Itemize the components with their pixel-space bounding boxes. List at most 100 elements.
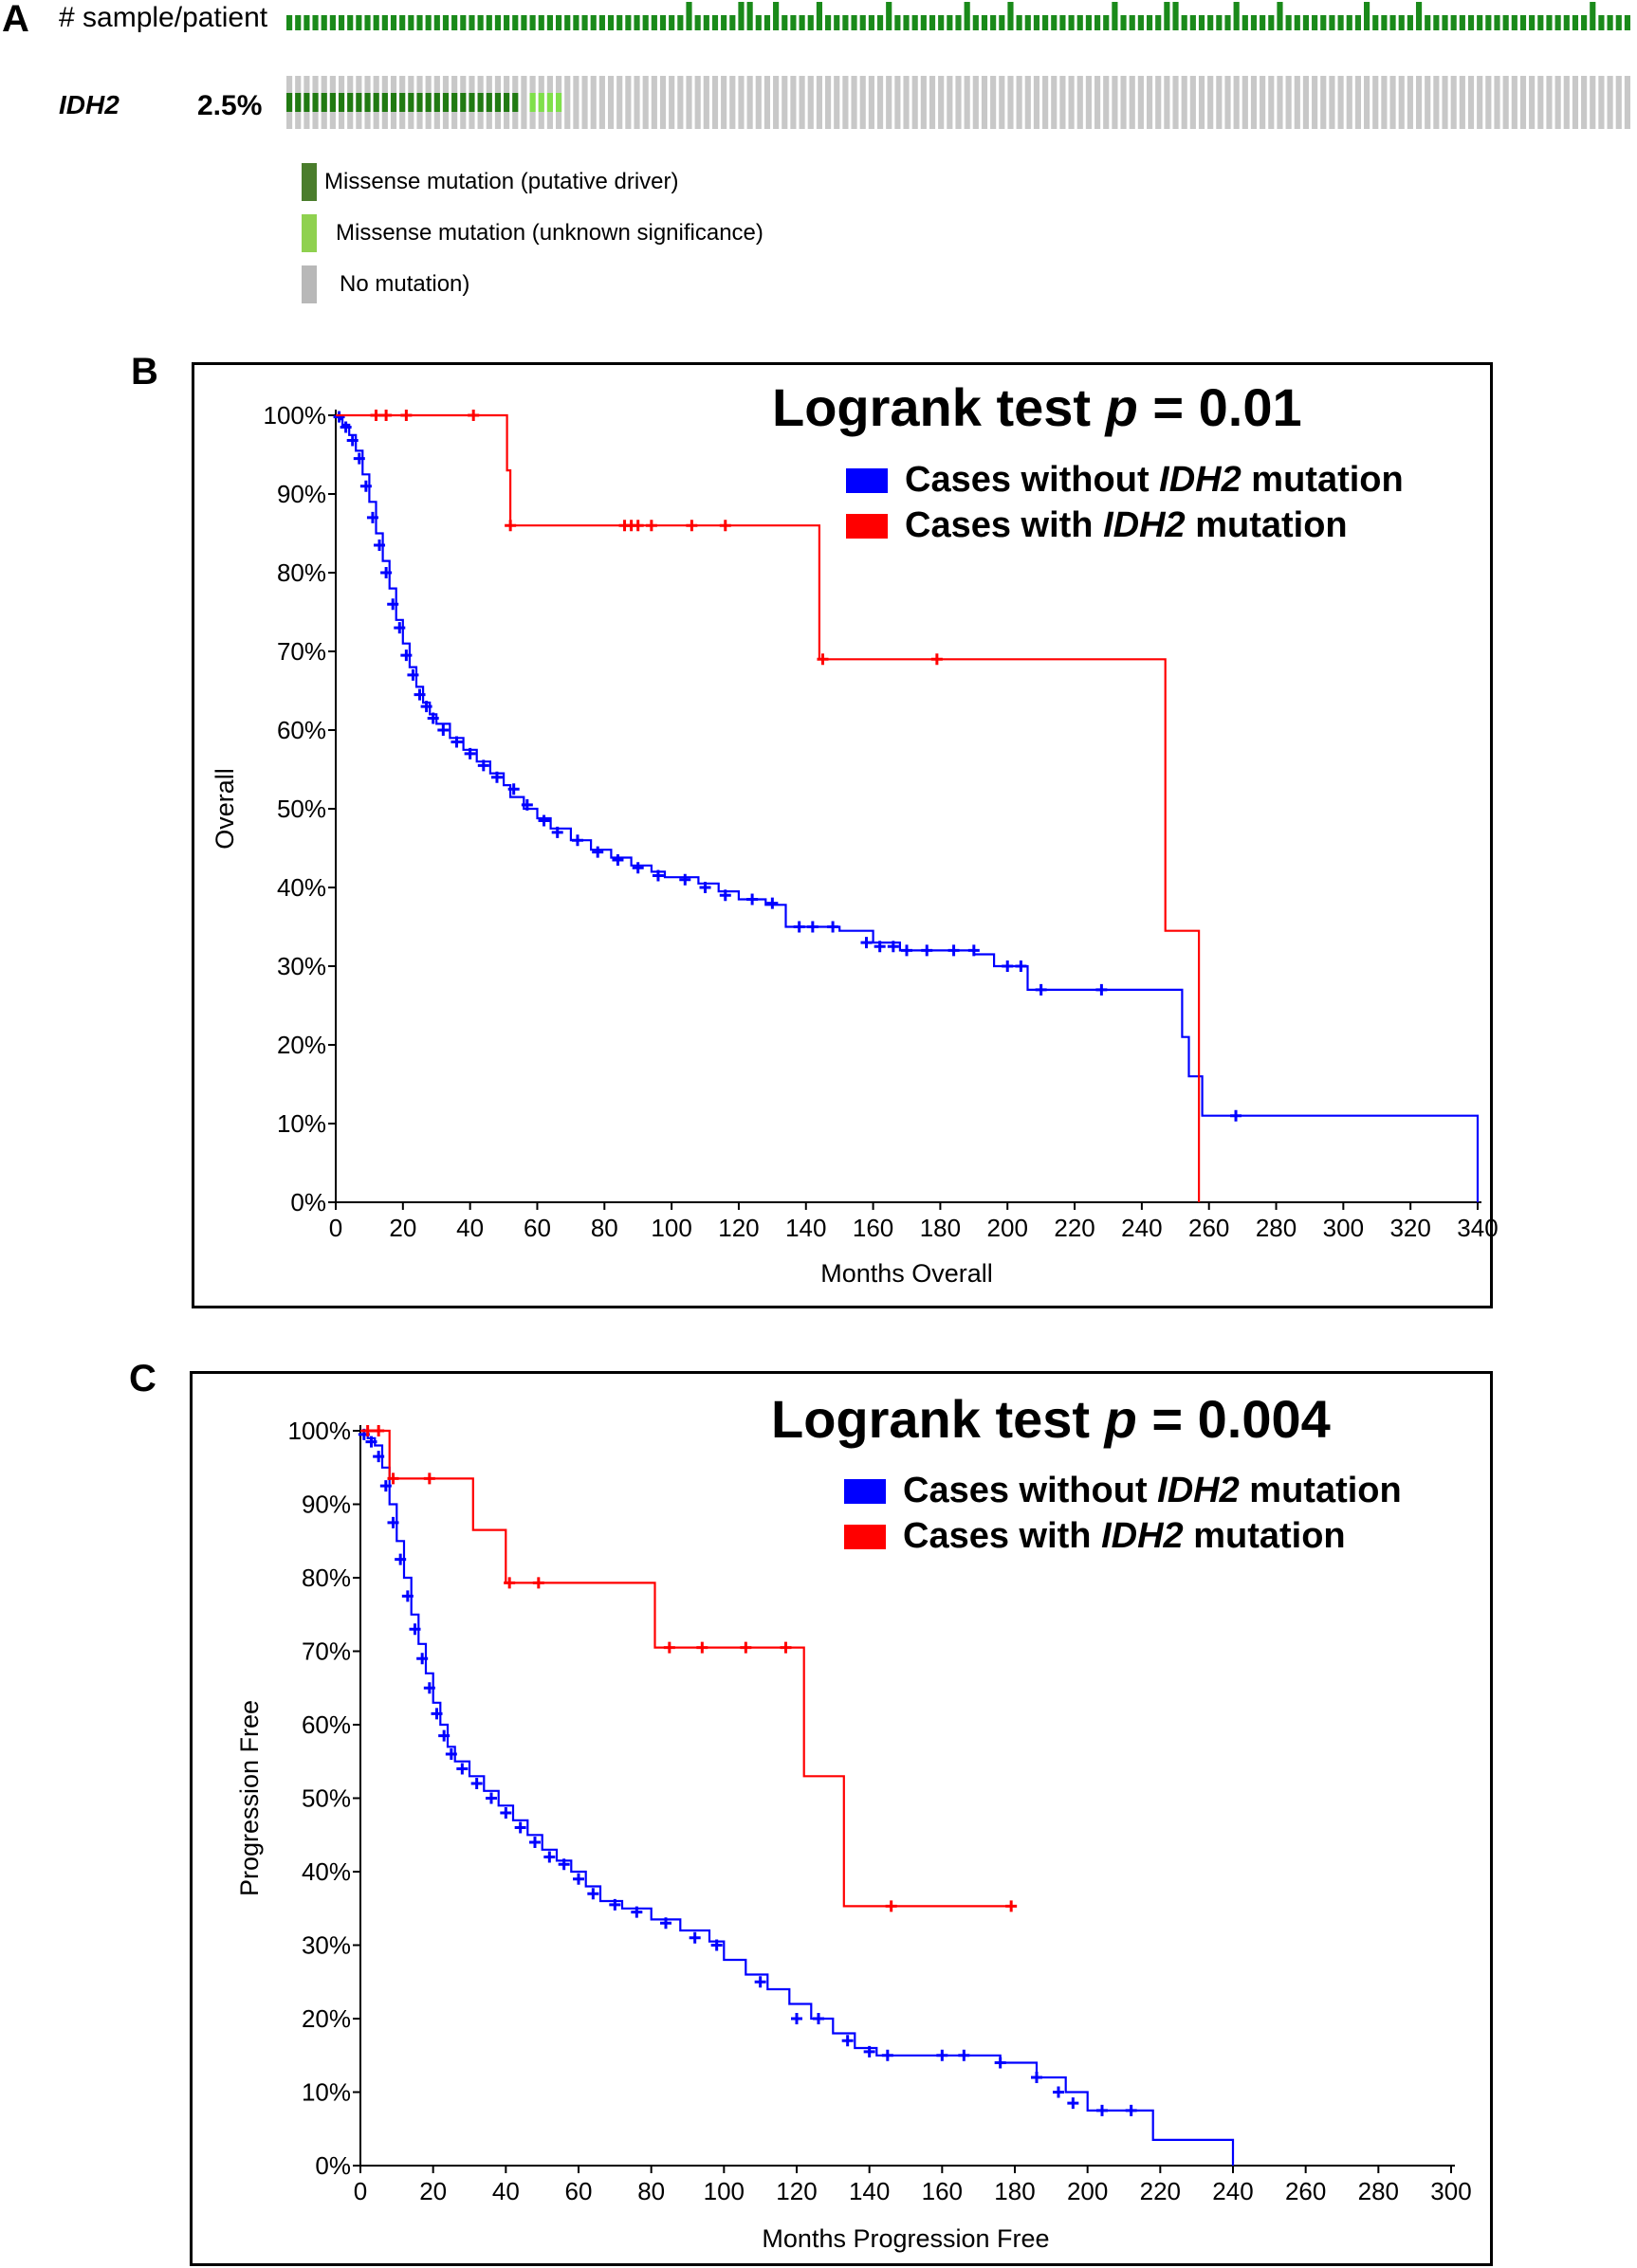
sample-bar	[529, 15, 536, 30]
sample-bar	[859, 15, 866, 30]
mutation-mark	[504, 93, 510, 112]
censor-mark	[445, 1748, 457, 1760]
x-tick-label: 40	[456, 1214, 484, 1242]
censor-mark	[1015, 960, 1027, 972]
censor-mark	[571, 834, 583, 847]
mutation-mark	[303, 93, 310, 112]
censor-mark	[380, 567, 393, 578]
gene-cell	[1442, 76, 1448, 129]
censor-mark	[477, 759, 489, 772]
x-tick-label: 280	[1358, 2177, 1399, 2205]
sample-bar	[920, 15, 927, 30]
gene-cell	[581, 76, 588, 129]
sample-bar	[1346, 15, 1352, 30]
gene-cell	[1354, 76, 1361, 129]
y-tick-label: 80%	[302, 1564, 351, 1592]
sample-bar	[842, 15, 849, 30]
censor-mark	[1035, 983, 1047, 996]
gene-cell	[1477, 76, 1483, 129]
sample-bar	[469, 15, 475, 30]
sample-bar	[1354, 15, 1361, 30]
gene-cell	[825, 76, 832, 129]
gene-cell	[876, 76, 884, 129]
censor-mark	[366, 511, 378, 523]
sample-bar	[442, 15, 450, 30]
censor-mark	[901, 944, 912, 957]
x-tick-label: 300	[1430, 2177, 1471, 2205]
sample-bar	[607, 15, 615, 30]
sample-bar	[868, 15, 874, 30]
mutation-mark	[546, 93, 553, 112]
gene-cell	[981, 76, 988, 129]
censor-mark	[754, 1976, 766, 1988]
sample-bar	[1129, 15, 1135, 30]
gene-cell	[1285, 76, 1292, 129]
sample-bar	[356, 15, 362, 30]
y-tick-label: 20%	[302, 2004, 351, 2033]
gene-cell	[1268, 76, 1275, 129]
gene-cell	[773, 76, 780, 129]
mutation-mark	[338, 93, 345, 112]
censor-mark	[529, 1837, 541, 1848]
mutation-mark	[477, 93, 484, 112]
x-tick-label: 280	[1256, 1214, 1297, 1242]
censor-mark	[373, 1451, 385, 1463]
gene-cell	[894, 76, 901, 129]
gene-cell	[1433, 76, 1440, 129]
gene-cell	[1207, 76, 1214, 129]
mutation-mark	[373, 93, 379, 112]
censor-mark	[380, 410, 393, 421]
censor-mark	[514, 1821, 526, 1834]
censor-mark	[420, 701, 432, 713]
gene-cell	[1016, 76, 1022, 129]
sample-bar	[364, 15, 371, 30]
censor-mark	[793, 921, 805, 933]
sample-bar	[1398, 15, 1405, 30]
sample-bar	[999, 15, 1005, 30]
censor-mark	[538, 814, 550, 827]
gene-cell	[999, 76, 1005, 129]
sample-bar	[1607, 15, 1613, 30]
y-tick-label: 70%	[277, 637, 326, 666]
x-tick-label: 220	[1140, 2177, 1181, 2205]
censor-mark	[696, 1641, 708, 1654]
gene-cell	[1224, 76, 1231, 129]
censor-mark	[719, 889, 731, 902]
mutation-mark	[356, 93, 362, 112]
gene-cell	[590, 76, 597, 129]
sample-bar	[711, 15, 719, 30]
sample-bar	[816, 2, 822, 30]
x-tick-label: 200	[987, 1214, 1028, 1242]
sample-bar	[1450, 15, 1457, 30]
gene-cell	[1137, 76, 1144, 129]
x-axis-label: Months Progression Free	[762, 2224, 1049, 2253]
gene-cell	[1337, 76, 1344, 129]
censor-mark	[827, 921, 839, 933]
sample-bar	[321, 15, 327, 30]
oncoprint-legend-item: Missense mutation (unknown significance)	[302, 214, 763, 252]
gene-cell	[1076, 76, 1083, 129]
sample-bar	[1502, 15, 1509, 30]
gene-cell	[1085, 76, 1092, 129]
sample-bar	[1172, 2, 1179, 30]
sample-bar	[338, 15, 345, 30]
sample-bar	[782, 15, 788, 30]
sample-bar	[1590, 2, 1596, 30]
sample-bar	[1329, 15, 1335, 30]
legend-swatch	[302, 163, 317, 201]
x-tick-label: 340	[1457, 1214, 1498, 1242]
sample-bar	[416, 15, 423, 30]
sample-bar	[1312, 15, 1318, 30]
sample-bar	[1519, 15, 1527, 30]
logrank-annotation: Logrank test p = 0.01	[772, 377, 1302, 437]
x-tick-label: 240	[1121, 1214, 1162, 1242]
mutation-mark	[312, 93, 319, 112]
sample-bar	[825, 15, 832, 30]
gene-cell	[1415, 76, 1423, 129]
censor-mark	[1230, 1109, 1242, 1122]
gene-cell	[564, 76, 571, 129]
mutation-mark	[486, 93, 492, 112]
sample-bar	[964, 2, 970, 30]
gene-cell	[782, 76, 788, 129]
gene-cell	[1329, 76, 1335, 129]
